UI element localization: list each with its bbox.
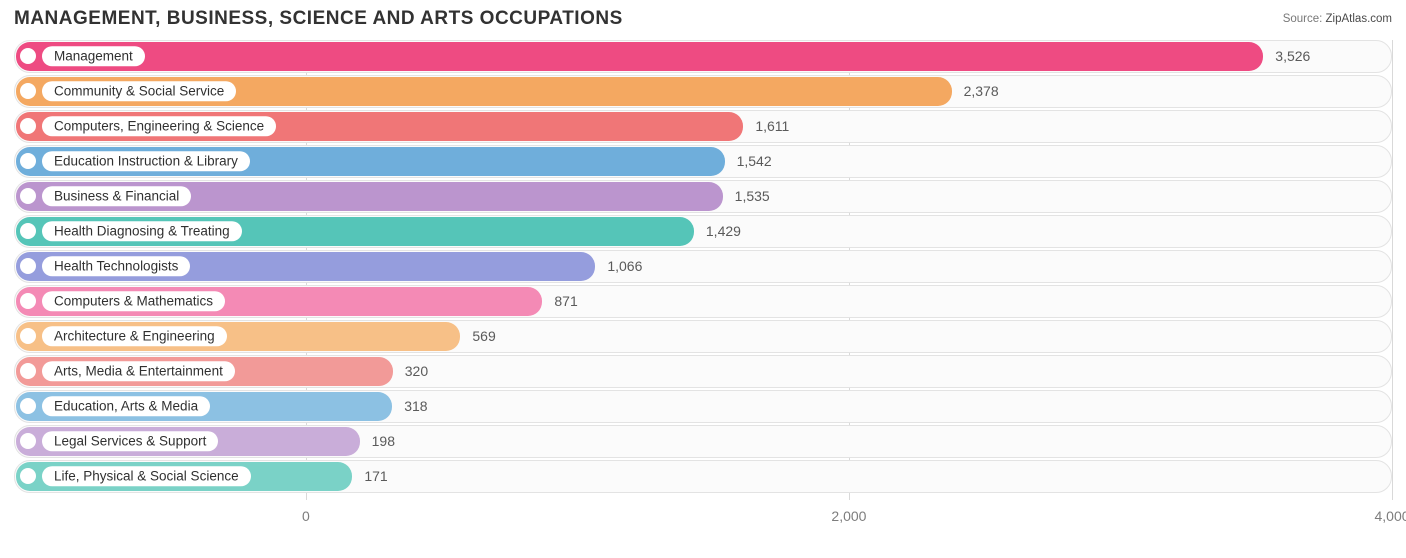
bar-category-label: Computers, Engineering & Science [42,117,276,137]
bar-dot-icon [20,258,36,274]
bar-value-label: 1,429 [706,223,741,239]
bar-row: Education Instruction & Library 1,542 [14,145,1392,178]
bar-value-label: 1,535 [735,188,770,204]
plot-region: Management 3,526 Community & Social Servic… [14,40,1392,500]
bar-row: Arts, Media & Entertainment 320 [14,355,1392,388]
source-name: ZipAtlas.com [1326,13,1392,25]
bar-dot-icon [20,223,36,239]
bar-dot-icon [20,48,36,64]
bar-value-label: 3,526 [1275,48,1310,64]
chart-area: Management 3,526 Community & Social Servic… [14,40,1392,540]
bar-row: Computers & Mathematics 871 [14,285,1392,318]
gridline [1392,40,1393,500]
chart-header: MANAGEMENT, BUSINESS, SCIENCE AND ARTS O… [0,0,1406,36]
bar-row: Life, Physical & Social Science 171 [14,460,1392,493]
bar-value-label: 320 [405,363,428,379]
bar-category-label: Management [42,47,145,67]
source-label: Source: [1283,13,1323,25]
bar-dot-icon [20,363,36,379]
x-tick-label: 4,000 [1374,508,1406,524]
bar-value-label: 318 [404,398,427,414]
bar-dot-icon [20,118,36,134]
bar-category-label: Education Instruction & Library [42,152,250,172]
bar-row: Computers, Engineering & Science 1,611 [14,110,1392,143]
bar-dot-icon [20,83,36,99]
bar-row: Education, Arts & Media 318 [14,390,1392,423]
bar-value-label: 1,066 [607,258,642,274]
bar-row: Management 3,526 [14,40,1392,73]
bar-category-label: Business & Financial [42,187,191,207]
bar-row: Health Diagnosing & Treating 1,429 [14,215,1392,248]
bar-row: Business & Financial 1,535 [14,180,1392,213]
bar-category-label: Computers & Mathematics [42,292,225,312]
bar-category-label: Life, Physical & Social Science [42,467,251,487]
bar-dot-icon [20,398,36,414]
bar-row: Health Technologists 1,066 [14,250,1392,283]
bar-category-label: Architecture & Engineering [42,327,227,347]
x-tick-label: 0 [302,508,310,524]
bar-value-label: 1,542 [737,153,772,169]
bar-value-label: 1,611 [755,118,789,134]
bar-category-label: Legal Services & Support [42,432,218,452]
bar-row: Legal Services & Support 198 [14,425,1392,458]
bar-dot-icon [20,433,36,449]
bar-dot-icon [20,468,36,484]
bar-dot-icon [20,293,36,309]
bar-row: Architecture & Engineering 569 [14,320,1392,353]
source-attribution: Source: ZipAtlas.com [1283,13,1392,25]
bar-value-label: 871 [554,293,577,309]
bar-category-label: Community & Social Service [42,82,236,102]
bar-row: Community & Social Service 2,378 [14,75,1392,108]
bar-fill [16,42,1263,71]
bar-value-label: 2,378 [964,83,999,99]
bar-category-label: Health Technologists [42,257,190,277]
bar-category-label: Health Diagnosing & Treating [42,222,242,242]
bar-value-label: 171 [364,468,387,484]
bar-dot-icon [20,153,36,169]
bar-value-label: 569 [472,328,495,344]
bar-category-label: Education, Arts & Media [42,397,210,417]
bar-category-label: Arts, Media & Entertainment [42,362,235,382]
x-tick-label: 2,000 [831,508,866,524]
bar-dot-icon [20,188,36,204]
chart-title: MANAGEMENT, BUSINESS, SCIENCE AND ARTS O… [14,8,623,30]
bar-value-label: 198 [372,433,395,449]
bar-dot-icon [20,328,36,344]
